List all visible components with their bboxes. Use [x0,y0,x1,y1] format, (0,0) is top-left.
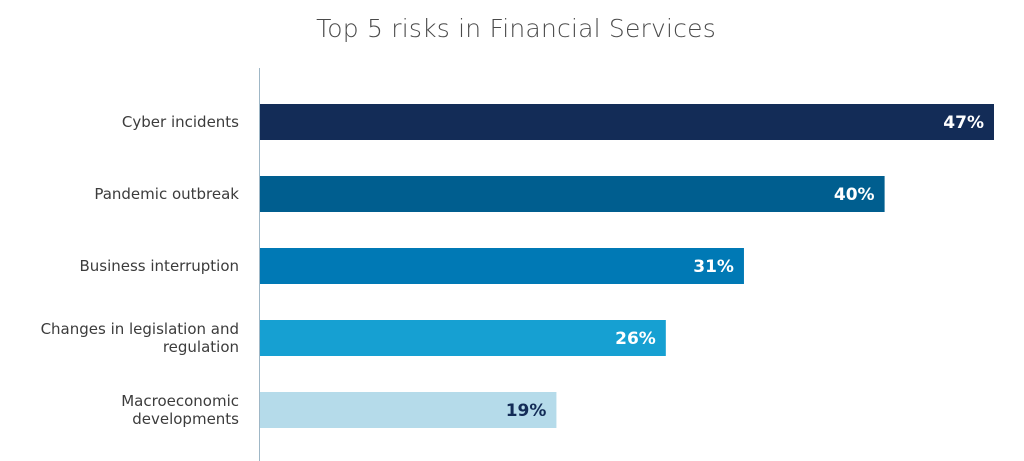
bar-1 [259,176,885,212]
category-label-1: Pandemic outbreak [94,185,239,203]
value-label-2: 31% [693,257,734,277]
category-labels-group: Cyber incidents Pandemic outbreak Business… [41,113,240,428]
value-label-0: 47% [943,113,984,133]
chart-title: Top 5 risks in Financial Services [316,14,716,43]
value-label-3: 26% [615,329,656,349]
category-label-0: Cyber incidents [122,113,239,131]
category-label-line: Pandemic outbreak [94,185,239,203]
category-label-line: Changes in legislation and [41,320,239,338]
bar-2 [259,248,744,284]
value-label-4: 19% [506,401,547,421]
category-label-line: Business interruption [79,257,239,275]
bar-0 [259,104,994,140]
value-label-1: 40% [834,185,875,205]
category-label-line: regulation [163,338,239,356]
bar-3 [259,320,666,356]
category-label-2: Business interruption [79,257,239,275]
value-labels-group: 47% 40% 31% 26% 19% [506,113,984,421]
category-label-4: Macroeconomic developments [121,392,239,428]
category-label-line: Macroeconomic [121,392,239,410]
category-label-line: developments [132,410,239,428]
bars-group [259,104,994,428]
category-label-3: Changes in legislation and regulation [41,320,239,356]
bar-4 [259,392,557,428]
category-label-line: Cyber incidents [122,113,239,131]
